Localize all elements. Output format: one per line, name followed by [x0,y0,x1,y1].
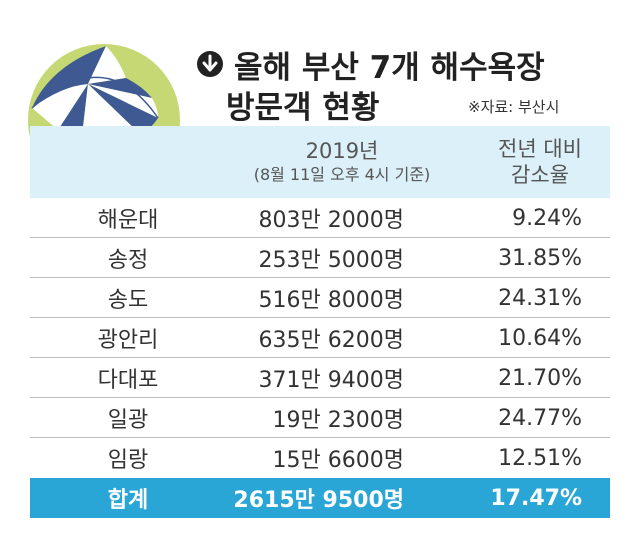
decrease-rate: 10.64% [498,325,582,351]
visitor-count: 19만 2300명 [272,408,404,433]
table-row: 송도 516만 8000명 24.31% [30,278,610,318]
table-header: 2019년 (8월 11일 오후 4시 기준) 전년 대비 감소율 [30,126,610,198]
visitor-count: 803만 2000명 [258,208,404,233]
decrease-rate: 31.85% [498,245,582,271]
header-change-line2: 감소율 [511,163,569,187]
header-year-note: (8월 11일 오후 4시 기준) [253,165,431,184]
decrease-rate: 12.51% [498,445,582,471]
header-year: 2019년 (8월 11일 오후 4시 기준) [230,126,454,198]
visitor-count: 635만 6200명 [258,328,404,353]
table-row: 일광 19만 2300명 24.77% [30,398,610,438]
table-row: 광안리 635만 6200명 10.64% [30,318,610,358]
decrease-rate: 24.77% [498,405,582,431]
table-body: 해운대 803만 2000명 9.24% 송정 253만 5000명 31.85… [30,198,610,478]
visitor-count: 516만 8000명 [258,288,404,313]
beach-name: 다대포 [97,368,159,393]
title-text-2: 방문객 현황 [226,89,380,126]
beach-name: 일광 [107,408,149,433]
title-line-2: 방문객 현황 [226,84,380,126]
visitor-count: 253만 5000명 [258,248,404,273]
arrow-down-circle-icon [197,51,223,77]
visitor-count: 371만 9400명 [258,368,404,393]
beach-name: 임랑 [107,448,149,473]
header-change: 전년 대비 감소율 [470,126,610,198]
total-label: 합계 [107,488,149,513]
decrease-rate: 21.70% [498,365,582,391]
decrease-rate: 24.31% [498,285,582,311]
decrease-rate: 9.24% [512,205,582,231]
table-row: 송정 253만 5000명 31.85% [30,238,610,278]
beach-name: 송도 [107,288,149,313]
table-row: 임랑 15만 6600명 12.51% [30,438,610,478]
table-row: 해운대 803만 2000명 9.24% [30,198,610,238]
umbrella-icon [31,46,159,139]
total-decrease-rate: 17.47% [490,485,582,511]
visitor-count: 15만 6600명 [272,448,404,473]
beach-name: 광안리 [97,328,159,353]
table-row: 다대포 371만 9400명 21.70% [30,358,610,398]
source-note: ※자료: 부산시 [468,98,560,116]
header-change-line1: 전년 대비 [498,137,582,161]
beach-name: 해운대 [97,208,159,233]
beach-name: 송정 [107,248,149,273]
title-text-1: 올해 부산 7개 해수욕장 [234,49,545,86]
total-row: 합계 2615만 9500명 17.47% [30,478,610,518]
header-year-label: 2019년 [305,139,379,163]
title-line-1: 올해 부산 7개 해수욕장 [196,44,545,86]
total-visitor-count: 2615만 9500명 [233,488,404,513]
